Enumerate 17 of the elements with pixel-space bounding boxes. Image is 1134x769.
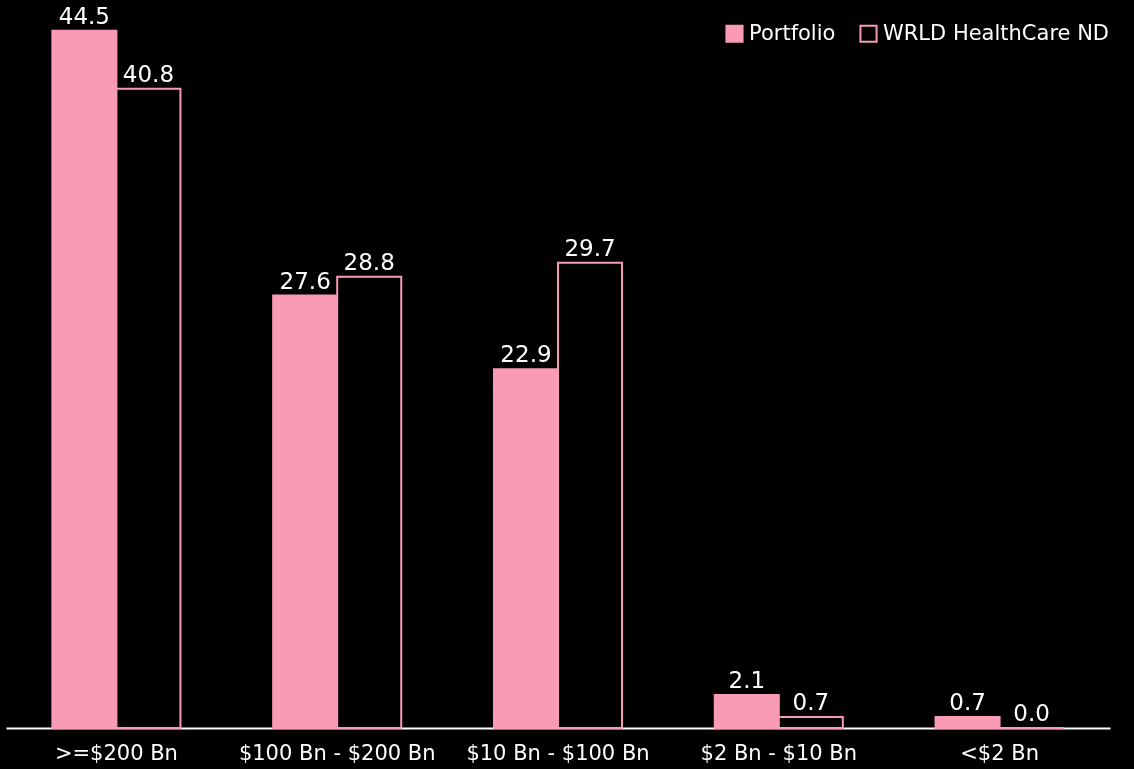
x-tick-label: <$2 Bn xyxy=(960,740,1039,765)
x-tick-label: >=$200 Bn xyxy=(54,740,178,765)
data-label: 0.0 xyxy=(1013,700,1050,726)
data-label: 28.8 xyxy=(343,248,395,275)
data-label: 0.7 xyxy=(792,689,830,716)
x-tick-label: $100 Bn - $200 Bn xyxy=(238,740,436,765)
legend-label: Portfolio xyxy=(749,20,836,45)
data-label: 27.6 xyxy=(279,267,331,294)
data-label: 40.8 xyxy=(122,60,175,87)
data-label: 2.1 xyxy=(728,667,766,694)
data-label: 22.9 xyxy=(500,341,552,368)
data-label: 44.5 xyxy=(58,2,110,29)
x-tick-label: $2 Bn - $10 Bn xyxy=(700,740,858,765)
data-label: 29.7 xyxy=(564,234,616,261)
data-label: 0.7 xyxy=(949,689,986,716)
x-tick-label: $10 Bn - $100 Bn xyxy=(466,740,650,765)
legend-label: WRLD HealthCare ND xyxy=(883,20,1110,45)
